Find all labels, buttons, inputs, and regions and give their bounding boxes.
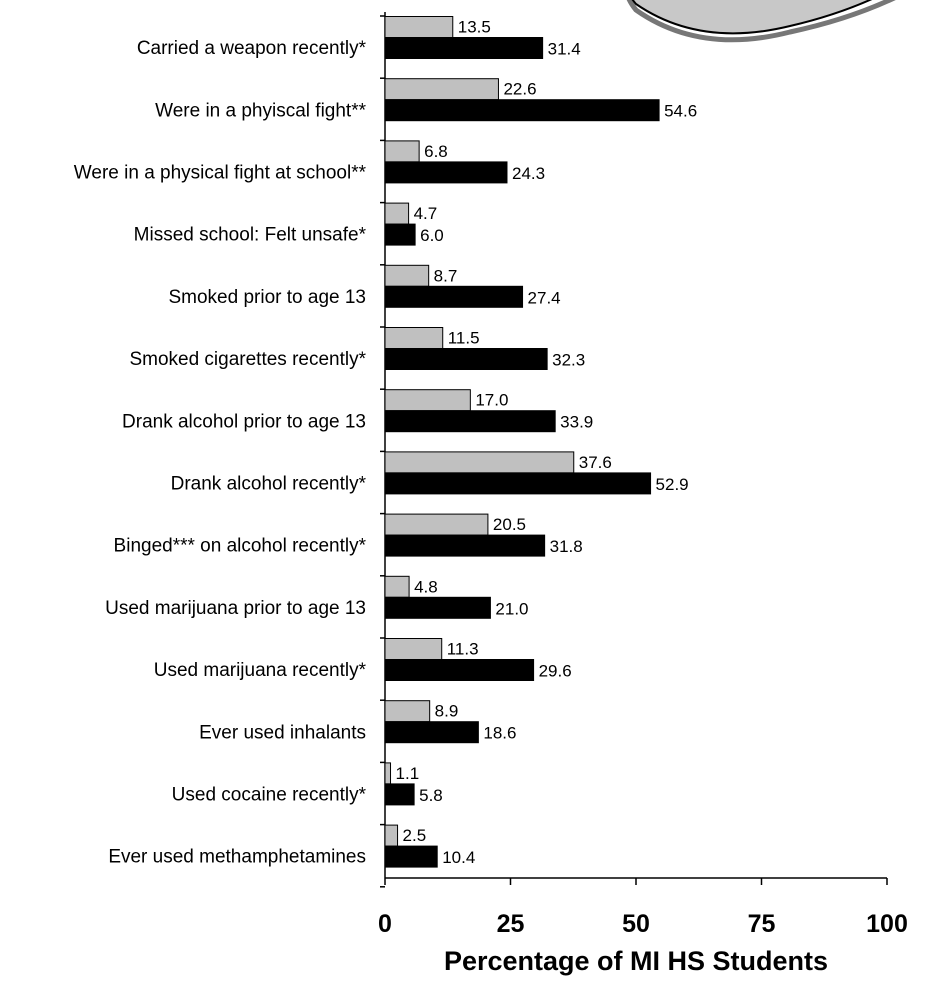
- bar-series-2: [384, 534, 546, 557]
- category-labels: Carried a weapon recently* Were in a phyi…: [74, 38, 367, 868]
- x-axis-title: Percentage of MI HS Students: [444, 946, 828, 976]
- value-label-series-1: 11.5: [448, 329, 480, 348]
- bar-series-1: [384, 824, 399, 847]
- value-label-series-1: 13.5: [458, 18, 491, 37]
- category-label: Ever used inhalants: [199, 722, 366, 743]
- value-label-series-1: 8.7: [434, 266, 458, 285]
- axes: [380, 12, 888, 888]
- x-tick-label: 25: [497, 910, 525, 938]
- value-label-series-1: 4.8: [414, 577, 438, 596]
- value-label-series-2: 10.4: [442, 848, 475, 867]
- category-label: Ever used methamphetamines: [108, 847, 366, 868]
- bar-series-2: [384, 659, 535, 681]
- bar-series-1: [384, 638, 443, 660]
- value-label-series-1: 11.3: [447, 640, 479, 659]
- value-label-series-2: 52.9: [656, 475, 689, 494]
- category-label: Used marijuana prior to age 13: [105, 598, 366, 619]
- value-label-series-2: 32.3: [552, 351, 585, 370]
- category-label: Drank alcohol prior to age 13: [122, 411, 366, 432]
- category-label: Missed school: Felt unsafe*: [134, 225, 367, 246]
- category-label: Used cocaine recently*: [172, 785, 367, 806]
- category-label: Carried a weapon recently*: [137, 38, 367, 59]
- x-tick-label: 100: [866, 910, 908, 938]
- bar-series-2: [384, 37, 544, 59]
- bar-series-1: [384, 762, 392, 785]
- legend-bubble: [626, 0, 896, 43]
- bar-series-2: [384, 99, 660, 122]
- x-tick-label: 0: [378, 910, 392, 938]
- bar-series-2: [384, 845, 438, 868]
- category-label: Drank alcohol recently*: [171, 474, 367, 495]
- x-tick-label: 50: [622, 910, 650, 938]
- category-label: Were in a physical fight at school**: [74, 163, 367, 184]
- value-label-series-2: 29.6: [539, 662, 572, 681]
- value-label-series-2: 24.3: [512, 164, 545, 183]
- value-label-series-1: 2.5: [403, 826, 427, 845]
- bar-series-2: [384, 596, 491, 619]
- bar-series-1: [384, 202, 410, 225]
- category-label: Were in a phyiscal fight**: [155, 100, 366, 121]
- legend-bubble-shadow: [626, 0, 896, 43]
- value-label-series-2: 31.8: [550, 537, 583, 556]
- bar-series-1: [384, 264, 430, 287]
- category-label: Used marijuana recently*: [154, 660, 367, 681]
- value-label-series-2: 54.6: [664, 102, 697, 121]
- value-label-series-2: 27.4: [528, 288, 561, 307]
- value-label-series-1: 37.6: [579, 453, 612, 472]
- x-tick-label: 75: [748, 910, 776, 938]
- bar-series-1: [384, 327, 444, 349]
- bar-series-1: [384, 389, 471, 412]
- value-label-series-1: 17.0: [475, 391, 508, 410]
- value-label-series-2: 33.9: [560, 413, 593, 432]
- bar-series-2: [384, 161, 508, 184]
- value-label-series-1: 6.8: [424, 142, 448, 161]
- bar-series-1: [384, 140, 420, 163]
- category-label: Smoked prior to age 13: [168, 287, 366, 308]
- value-label-series-2: 18.6: [483, 724, 516, 743]
- bar-series-2: [384, 285, 524, 308]
- bar-series-2: [384, 410, 556, 433]
- x-tick-labels: 0 25 50 75 100: [378, 910, 908, 938]
- bar-series-1: [384, 78, 499, 101]
- bar-series-1: [384, 451, 575, 474]
- bar-series-2: [384, 783, 415, 806]
- value-label-series-2: 21.0: [495, 599, 528, 618]
- category-label: Smoked cigarettes recently*: [129, 349, 366, 370]
- legend-bubble-shape: [631, 0, 873, 35]
- value-label-series-2: 31.4: [548, 40, 581, 59]
- bar-series-1: [384, 513, 489, 536]
- value-label-series-2: 5.8: [419, 786, 443, 805]
- value-label-series-1: 4.7: [414, 204, 438, 223]
- value-labels: 13.5 31.4 22.6 54.6 6.8 24.3 4.7 6.0 8.7 27.4 11.5…: [396, 18, 698, 868]
- bar-series-1: [384, 575, 410, 598]
- value-label-series-1: 8.9: [435, 702, 459, 721]
- bar-series-2: [384, 721, 479, 744]
- bar-series-2: [384, 472, 652, 495]
- value-label-series-2: 6.0: [420, 226, 444, 245]
- bar-series-1: [384, 700, 431, 723]
- bar-series-2: [384, 348, 548, 370]
- value-label-series-1: 1.1: [396, 764, 420, 783]
- value-label-series-1: 20.5: [493, 515, 526, 534]
- bar-series-1: [384, 16, 454, 38]
- bar-series-2: [384, 223, 416, 246]
- value-label-series-1: 22.6: [503, 80, 536, 99]
- category-label: Binged*** on alcohol recently*: [114, 536, 367, 557]
- bars: [384, 16, 660, 868]
